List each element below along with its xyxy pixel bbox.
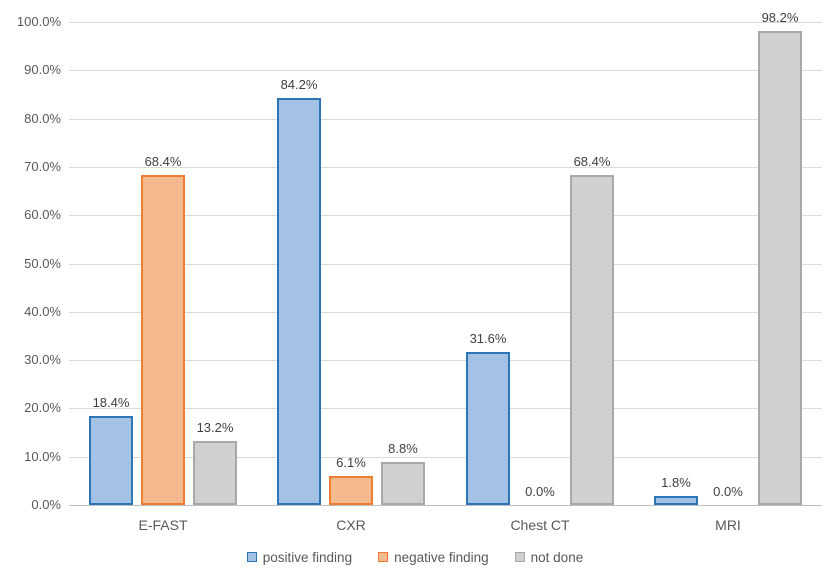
legend-item-positive-finding: positive finding [246, 549, 353, 565]
y-tick-label: 90.0% [24, 62, 61, 77]
bar-positive-finding [277, 98, 321, 505]
gridline [69, 119, 822, 120]
legend-swatch-icon [246, 552, 257, 562]
bar-value-label: 0.0% [525, 484, 555, 499]
bar-positive-finding [654, 496, 698, 505]
y-tick-label: 80.0% [24, 111, 61, 126]
legend: positive finding negative finding not done [0, 546, 830, 568]
x-category-label: E-FAST [138, 517, 188, 533]
legend-label: not done [530, 549, 584, 565]
legend-label: negative finding [394, 549, 489, 565]
y-tick-label: 50.0% [24, 256, 61, 271]
gridline [69, 215, 822, 216]
y-tick-label: 100.0% [16, 14, 61, 29]
bar-value-label: 84.2% [280, 77, 318, 92]
y-tick-label: 60.0% [24, 207, 61, 222]
bar-value-label: 13.2% [196, 420, 234, 435]
y-tick-label: 40.0% [24, 304, 61, 319]
bar-positive-finding [466, 352, 510, 505]
bar-value-label: 6.1% [336, 455, 366, 470]
gridline [69, 457, 822, 458]
y-tick-label: 0.0% [31, 497, 61, 512]
x-category-label: CXR [336, 517, 366, 533]
legend-item-not-done: not done [514, 549, 584, 565]
x-axis-line [69, 505, 822, 506]
gridline [69, 360, 822, 361]
y-tick-label: 70.0% [24, 159, 61, 174]
bar-value-label: 18.4% [92, 395, 130, 410]
gridline [69, 167, 822, 168]
bar-value-label: 31.6% [469, 331, 507, 346]
x-category-label: MRI [715, 517, 741, 533]
legend-item-negative-finding: negative finding [378, 550, 489, 565]
bar-not-done [758, 31, 802, 505]
legend-swatch-icon [514, 552, 525, 562]
gridline [69, 22, 822, 23]
legend-label: positive finding [262, 549, 353, 565]
bar-value-label: 1.8% [661, 475, 691, 490]
bar-not-done [381, 462, 425, 505]
bar-value-label: 68.4% [144, 154, 182, 169]
legend-swatch-icon [378, 552, 389, 562]
gridline [69, 70, 822, 71]
bar-negative-finding [329, 476, 373, 505]
bar-not-done [570, 175, 614, 505]
bar-positive-finding [89, 416, 133, 505]
bar-value-label: 0.0% [713, 484, 743, 499]
x-category-label: Chest CT [510, 517, 570, 533]
y-tick-label: 10.0% [24, 449, 61, 464]
bar-value-label: 68.4% [573, 154, 611, 169]
bar-value-label: 8.8% [388, 441, 418, 456]
bar-negative-finding [141, 175, 185, 505]
y-tick-label: 30.0% [24, 352, 61, 367]
bar-not-done [193, 441, 237, 505]
y-tick-label: 20.0% [24, 400, 61, 415]
gridline [69, 264, 822, 265]
gridline [69, 312, 822, 313]
gridline [69, 408, 822, 409]
bar-value-label: 98.2% [761, 10, 799, 25]
